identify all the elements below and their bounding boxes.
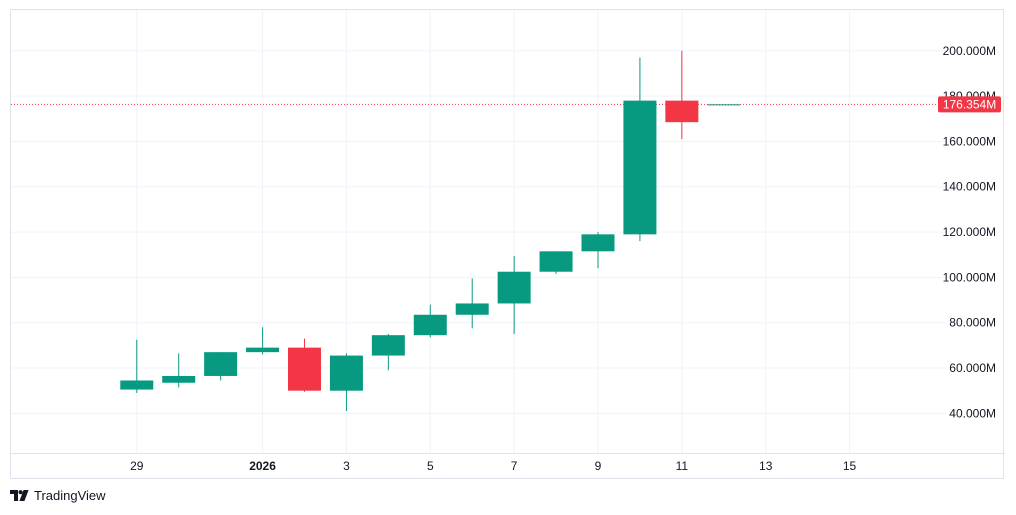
time-tick-label: 15 [843, 459, 857, 473]
grid-layer [11, 10, 946, 453]
candle-body [707, 104, 741, 106]
candle-body [120, 380, 154, 390]
candle-body [204, 352, 238, 376]
candle[interactable] [707, 104, 741, 106]
time-tick-label: 11 [676, 459, 689, 473]
candles-layer [120, 50, 741, 412]
price-tick-label: 140.000M [943, 180, 996, 194]
last-price-tag [938, 96, 1001, 113]
candle[interactable] [120, 339, 154, 393]
candle-body [329, 355, 363, 391]
price-tick-label: 160.000M [943, 134, 996, 148]
price-tick-label: 60.000M [949, 361, 996, 375]
candle-body [497, 271, 531, 304]
candle-body [162, 375, 196, 383]
watermark-text: TradingView [34, 488, 106, 503]
time-tick-label: 3 [343, 459, 350, 473]
candle-body [413, 314, 447, 336]
last-price-label: 176.354M [943, 97, 996, 111]
time-tick-label: 9 [595, 459, 602, 473]
tradingview-logo-icon [10, 490, 29, 501]
price-tick-label: 200.000M [943, 44, 996, 58]
time-tick-label: 7 [511, 459, 518, 473]
candle-body [539, 251, 573, 272]
candle-body [455, 303, 489, 315]
candle[interactable] [665, 50, 699, 140]
candle-body [371, 335, 405, 356]
time-tick-label: 29 [130, 459, 144, 473]
time-tick-label: 5 [427, 459, 434, 473]
candle[interactable] [581, 232, 615, 269]
candle[interactable] [455, 278, 489, 329]
candle[interactable] [623, 57, 657, 242]
candle[interactable] [371, 334, 405, 371]
price-tick-label: 40.000M [949, 406, 996, 420]
chart-frame[interactable]: 40.000M 60.000M 80.000M 100.000M 120.000M 140… [10, 9, 1005, 480]
candle[interactable] [539, 251, 573, 274]
candle[interactable] [413, 304, 447, 338]
candle-body [665, 100, 699, 123]
candle[interactable] [329, 353, 363, 412]
candle-body [287, 347, 321, 391]
time-tick-label: 2026 [249, 459, 276, 473]
candle-body [623, 100, 657, 235]
last-price-tag-layer: 176.354M [938, 96, 1001, 113]
price-tick-label: 100.000M [943, 270, 996, 284]
candle[interactable] [162, 353, 196, 388]
candle[interactable] [497, 255, 531, 335]
price-tick-label: 80.000M [949, 316, 996, 330]
candle-body [581, 234, 615, 252]
time-tick-label: 13 [759, 459, 773, 473]
candle[interactable] [287, 338, 321, 392]
price-tick-label: 120.000M [943, 225, 996, 239]
candlestick-chart[interactable]: 40.000M 60.000M 80.000M 100.000M 120.000M 140… [11, 10, 1005, 480]
time-axis[interactable]: 29 2026 3 5 7 9 11 13 15 [130, 459, 856, 473]
tradingview-watermark[interactable]: TradingView [10, 488, 106, 503]
price-axis[interactable]: 40.000M 60.000M 80.000M 100.000M 120.000M 140… [943, 44, 996, 421]
candle[interactable] [246, 327, 280, 355]
candle-body [246, 347, 280, 353]
candle[interactable] [204, 352, 238, 381]
